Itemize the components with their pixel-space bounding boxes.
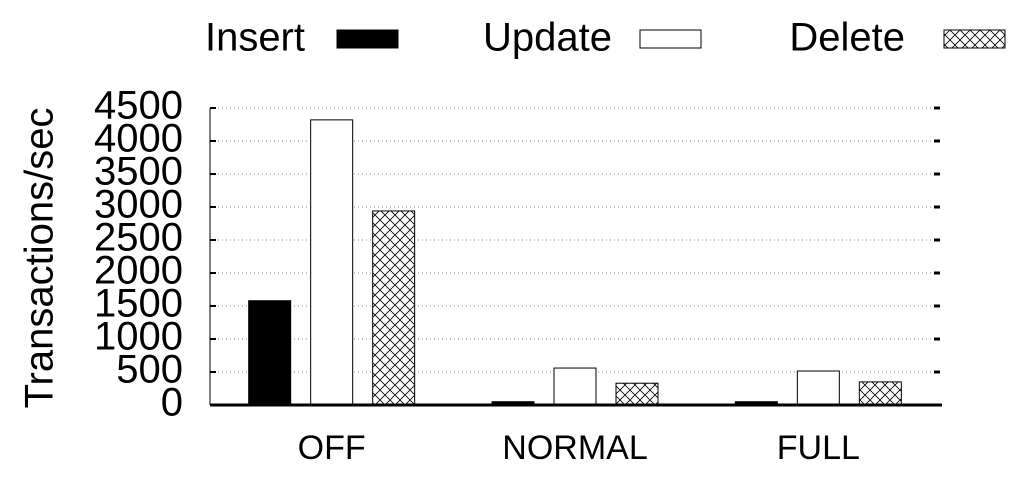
y-axis-label: Transactions/sec <box>18 108 62 409</box>
bar <box>615 382 659 406</box>
y-tick-label: 4500 <box>94 84 183 128</box>
y-tick-label: 500 <box>116 348 183 392</box>
y-tick-label: 3500 <box>94 150 183 194</box>
x-tick-label: NORMAL <box>502 429 647 467</box>
legend-label: Update <box>483 16 612 60</box>
y-tick-label: 1000 <box>94 315 183 359</box>
bar <box>796 370 840 406</box>
y-tick-label: 2500 <box>94 216 183 260</box>
bar <box>372 210 416 406</box>
y-tick-label: 3000 <box>94 183 183 227</box>
bar <box>553 367 597 406</box>
bar <box>248 300 292 406</box>
legend-label: Insert <box>205 16 305 60</box>
legend-swatch <box>943 29 1006 49</box>
x-tick-label: OFF <box>298 429 366 467</box>
legend-swatch <box>336 29 399 49</box>
bar <box>310 119 354 406</box>
bar <box>858 381 902 406</box>
y-tick-label: 4000 <box>94 117 183 161</box>
legend-label: Delete <box>789 16 905 60</box>
y-tick-label: 2000 <box>94 249 183 293</box>
x-tick-label: FULL <box>777 429 860 467</box>
y-tick-label: 1500 <box>94 282 183 326</box>
y-tick-label: 0 <box>161 381 183 425</box>
legend-swatch <box>639 29 702 49</box>
